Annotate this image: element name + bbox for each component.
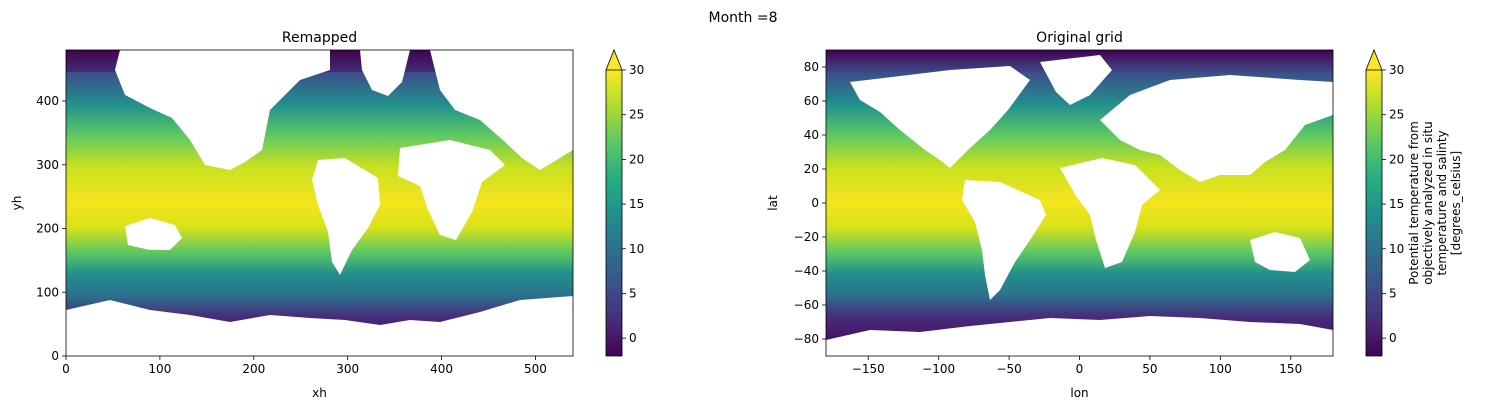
remapped-colorbar: 0 5 10 15 20 25 30: [605, 48, 644, 357]
original-land-antarctica: [826, 316, 1333, 356]
remapped-land-australia: [125, 218, 182, 250]
remapped-xtick-label: 200: [242, 362, 265, 376]
remapped-ytick-label: 100: [36, 285, 59, 299]
colorbar-label-line-4: [degrees_celsius]: [1449, 151, 1463, 255]
remapped-colorbar-ticks: 0 5 10 15 20 25 30: [622, 63, 644, 345]
original-xlabel: lon: [1070, 386, 1088, 400]
original-ytick-label: 20: [804, 162, 819, 176]
colorbar-label-line-1: Potential temperature from: [1407, 121, 1421, 285]
original-land-africa: [1060, 158, 1160, 268]
remapped-land-antarctica: [66, 296, 573, 356]
original-land-south-america: [962, 180, 1046, 300]
remapped-xtick-label: 300: [336, 362, 359, 376]
original-ticks: −150 −100 −50 0 50 100 150 −80 −60 −40 −20 0 20 40 60 8…: [794, 60, 1303, 376]
original-ytick-label: −20: [794, 230, 819, 244]
colorbar-label-line-3: temperature and salinty: [1435, 130, 1449, 275]
original-land-eurasia: [1100, 75, 1333, 182]
remapped-ytick-label: 200: [36, 222, 59, 236]
remapped-cbar-tick-label: 25: [629, 108, 644, 122]
original-ytick-label: 80: [804, 60, 819, 74]
original-title: Original grid: [1036, 30, 1123, 46]
remapped-field: [66, 50, 573, 356]
original-xtick-label: 0: [1076, 362, 1084, 376]
remapped-land-americas-north: [115, 50, 330, 170]
remapped-land-south-america: [312, 158, 380, 275]
remapped-cbar-tick-label: 10: [629, 242, 644, 256]
original-ytick-label: −40: [794, 264, 819, 278]
original-colorbar-ticks: 0 5 10 15 20 25 30: [1382, 63, 1404, 345]
original-xtick-label: 50: [1142, 362, 1157, 376]
original-land-australia: [1250, 232, 1310, 272]
original-cbar-tick-label: 20: [1389, 152, 1404, 166]
remapped-title: Remapped: [282, 30, 357, 46]
remapped-ytick-label: 400: [36, 94, 59, 108]
original-land-greenland: [1040, 55, 1112, 105]
original-colorbar: 0 5 10 15 20 25 30 Potential temperature from …: [1365, 48, 1463, 357]
remapped-cbar-tick-label: 20: [629, 152, 644, 166]
remapped-cbar-tick-label: 0: [629, 331, 637, 345]
original-ytick-label: −60: [794, 298, 819, 312]
original-xtick-label: −100: [922, 362, 955, 376]
original-ytick-label: 0: [811, 196, 819, 210]
remapped-xlabel: xh: [312, 386, 327, 400]
original-cbar-tick-label: 5: [1389, 286, 1397, 300]
original-xtick-label: −150: [852, 362, 885, 376]
colorbar-label-line-2: objectively analyzed in situ: [1421, 121, 1435, 285]
original-cbar-tick-label: 15: [1389, 197, 1404, 211]
remapped-axes-frame: [65, 49, 574, 357]
original-field: [826, 50, 1333, 356]
original-ytick-label: −80: [794, 332, 819, 346]
original-cbar-tick-label: 0: [1389, 331, 1397, 345]
original-colorbar-label: Potential temperature from objectively a…: [1407, 121, 1463, 285]
original-cbar-tick-label: 25: [1389, 108, 1404, 122]
remapped-cbar-tick-label: 5: [629, 286, 637, 300]
original-xtick-label: 150: [1279, 362, 1302, 376]
original-ytick-label: 60: [804, 94, 819, 108]
remapped-cbar-tick-label: 30: [629, 63, 644, 77]
remapped-land-eurasia: [430, 50, 573, 170]
remapped-land-greenland: [360, 50, 410, 96]
remapped-xtick-label: 500: [524, 362, 547, 376]
remapped-xtick-label: 100: [148, 362, 171, 376]
remapped-ylabel: yh: [10, 196, 24, 211]
figure-suptitle: Month =8: [709, 10, 778, 26]
original-xtick-label: −50: [996, 362, 1021, 376]
original-cbar-tick-label: 30: [1389, 63, 1404, 77]
remapped-ytick-label: 0: [51, 349, 59, 363]
remapped-ytick-label: 300: [36, 158, 59, 172]
original-xtick-label: 100: [1209, 362, 1232, 376]
original-cbar-tick-label: 10: [1389, 242, 1404, 256]
remapped-land-africa: [398, 140, 505, 240]
remapped-cbar-tick-label: 15: [629, 197, 644, 211]
remapped-xtick-label: 0: [62, 362, 70, 376]
remapped-ticks: 0 100 200 300 400 500 0 100 200 300 400: [36, 94, 547, 376]
original-ylabel: lat: [766, 195, 780, 211]
original-land-north-america: [850, 66, 1030, 168]
remapped-xtick-label: 400: [430, 362, 453, 376]
panel-original-grid: Original grid −150 −100 −50 0 50 100 150−80−60…: [766, 30, 1463, 400]
original-ytick-label: 40: [804, 128, 819, 142]
